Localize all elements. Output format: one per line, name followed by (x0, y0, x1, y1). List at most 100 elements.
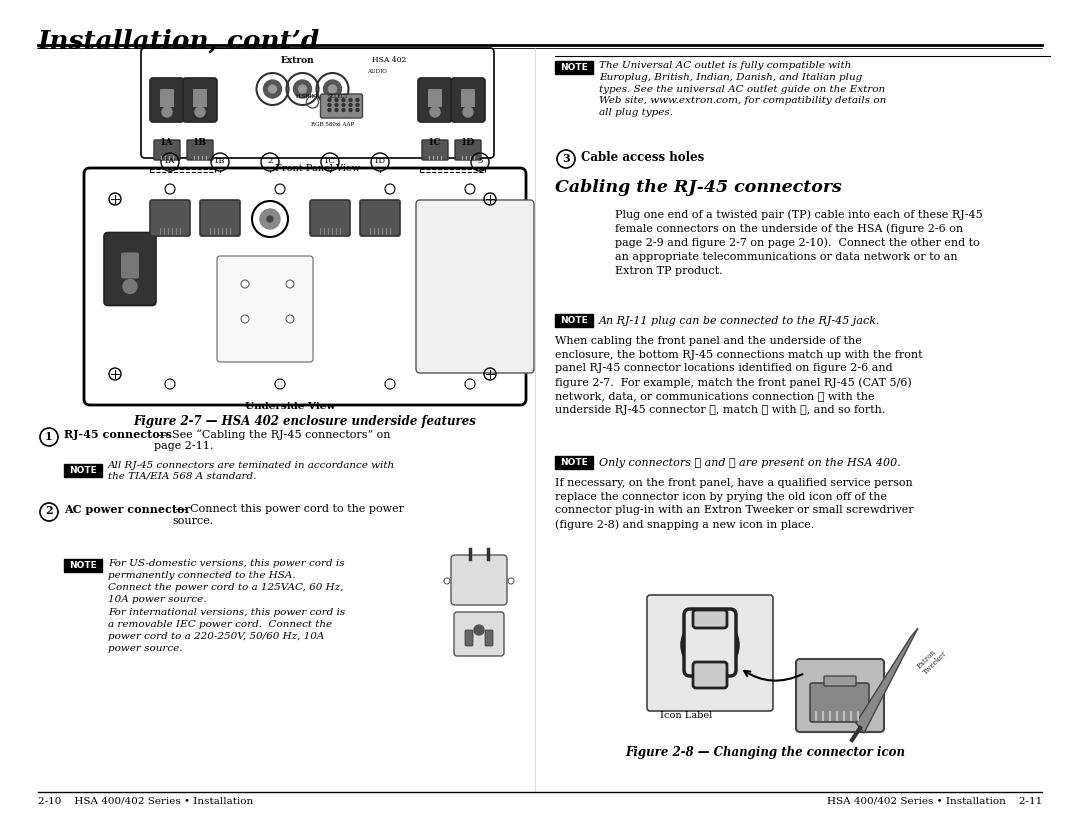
Circle shape (195, 107, 205, 117)
Text: The Universal AC outlet is fully compatible with
Europlug, British, Indian, Dani: The Universal AC outlet is fully compati… (599, 61, 887, 118)
FancyBboxPatch shape (454, 612, 504, 656)
Text: Extron: Extron (281, 56, 314, 65)
FancyBboxPatch shape (193, 89, 207, 107)
FancyBboxPatch shape (150, 200, 190, 236)
FancyBboxPatch shape (465, 630, 473, 646)
FancyBboxPatch shape (428, 89, 442, 107)
Circle shape (335, 103, 338, 107)
Circle shape (342, 98, 345, 102)
Text: NOTE: NOTE (561, 63, 588, 72)
Circle shape (328, 85, 337, 93)
FancyBboxPatch shape (321, 94, 363, 118)
Circle shape (430, 107, 440, 117)
FancyBboxPatch shape (471, 253, 489, 279)
Text: SELECT: SELECT (327, 94, 348, 99)
FancyBboxPatch shape (810, 683, 869, 722)
FancyBboxPatch shape (696, 620, 725, 661)
FancyBboxPatch shape (693, 610, 727, 628)
Text: An RJ-11 plug can be connected to the RJ-45 jack.: An RJ-11 plug can be connected to the RJ… (599, 315, 880, 325)
Text: Installation, cont’d: Installation, cont’d (38, 29, 321, 54)
Text: 1B: 1B (193, 138, 207, 147)
Text: Cable access holes: Cable access holes (581, 151, 704, 164)
Circle shape (267, 216, 273, 222)
Text: 3: 3 (562, 153, 570, 163)
Text: 1A: 1A (160, 138, 174, 147)
Circle shape (328, 103, 330, 107)
Text: Cabling the RJ-45 connectors: Cabling the RJ-45 connectors (555, 179, 841, 196)
FancyBboxPatch shape (418, 78, 453, 122)
Circle shape (335, 98, 338, 102)
Text: Plug one end of a twisted pair (TP) cable into each of these RJ-45
female connec: Plug one end of a twisted pair (TP) cabl… (615, 209, 983, 275)
FancyBboxPatch shape (684, 614, 735, 672)
Circle shape (335, 108, 338, 112)
FancyBboxPatch shape (454, 233, 507, 305)
FancyBboxPatch shape (455, 140, 481, 160)
Circle shape (356, 103, 359, 107)
Bar (555, 314, 593, 327)
Text: — See “Cabling the RJ-45 connectors” on
page 2-11.: — See “Cabling the RJ-45 connectors” on … (154, 429, 391, 451)
Bar (555, 61, 593, 74)
Text: Figure 2-8 — Changing the connector icon: Figure 2-8 — Changing the connector icon (625, 746, 905, 759)
Text: 1D: 1D (461, 138, 475, 147)
Text: Only connectors Ⓢ and Ⓡ are present on the HSA 400.: Only connectors Ⓢ and Ⓡ are present on t… (599, 458, 901, 468)
Circle shape (342, 103, 345, 107)
Circle shape (349, 103, 352, 107)
Text: 1D: 1D (374, 157, 386, 165)
Circle shape (260, 209, 280, 229)
FancyBboxPatch shape (183, 78, 217, 122)
Text: 1C: 1C (429, 138, 442, 147)
Text: NOTE: NOTE (561, 458, 588, 467)
Text: 2: 2 (268, 157, 272, 165)
FancyBboxPatch shape (84, 168, 526, 405)
Text: 2-10    HSA 400/402 Series • Installation: 2-10 HSA 400/402 Series • Installation (38, 796, 253, 805)
Text: Extron
Tweeker: Extron Tweeker (915, 643, 948, 676)
FancyBboxPatch shape (160, 89, 174, 107)
Text: Front Panel View: Front Panel View (275, 164, 360, 173)
Circle shape (328, 98, 330, 102)
FancyBboxPatch shape (360, 200, 400, 236)
Text: All RJ-45 connectors are teminated in accordance with
the TIA/EIA 568 A standard: All RJ-45 connectors are teminated in ac… (108, 461, 395, 480)
Text: Underside View: Underside View (245, 402, 335, 411)
FancyBboxPatch shape (485, 630, 492, 646)
FancyBboxPatch shape (187, 140, 213, 160)
Text: 3: 3 (477, 157, 483, 165)
FancyBboxPatch shape (693, 662, 727, 688)
FancyBboxPatch shape (200, 200, 240, 236)
FancyBboxPatch shape (451, 555, 507, 605)
Circle shape (324, 80, 341, 98)
Polygon shape (856, 628, 918, 733)
FancyBboxPatch shape (461, 89, 475, 107)
Text: AC power connector: AC power connector (64, 504, 190, 515)
Text: AUDIO: AUDIO (367, 69, 388, 74)
FancyBboxPatch shape (141, 48, 494, 158)
Text: RGB 580xi AAP: RGB 580xi AAP (311, 122, 354, 127)
FancyBboxPatch shape (647, 595, 773, 711)
FancyBboxPatch shape (451, 78, 485, 122)
Text: HSA 402: HSA 402 (373, 56, 407, 64)
Text: If necessary, on the front panel, have a qualified service person
replace the co: If necessary, on the front panel, have a… (555, 478, 914, 530)
Circle shape (349, 108, 352, 112)
Text: Icon Label: Icon Label (660, 711, 712, 720)
Circle shape (356, 98, 359, 102)
Circle shape (294, 80, 311, 98)
FancyBboxPatch shape (684, 609, 735, 676)
FancyBboxPatch shape (104, 233, 156, 305)
Text: 1: 1 (45, 430, 53, 441)
Circle shape (123, 279, 137, 294)
FancyBboxPatch shape (310, 200, 350, 236)
Circle shape (356, 108, 359, 112)
Circle shape (298, 85, 307, 93)
Text: Figure 2-7 — HSA 402 enclosure underside features: Figure 2-7 — HSA 402 enclosure underside… (134, 415, 476, 428)
Circle shape (269, 85, 276, 93)
Circle shape (474, 625, 484, 635)
FancyBboxPatch shape (150, 78, 184, 122)
FancyBboxPatch shape (796, 659, 885, 732)
Text: HSA 400/402 Series • Installation    2-11: HSA 400/402 Series • Installation 2-11 (827, 796, 1042, 805)
FancyBboxPatch shape (217, 256, 313, 362)
FancyBboxPatch shape (416, 200, 534, 373)
FancyBboxPatch shape (824, 676, 856, 686)
Text: NOTE: NOTE (69, 466, 97, 475)
Circle shape (264, 80, 282, 98)
Circle shape (463, 107, 473, 117)
Text: For US-domestic versions, this power cord is
permanently connected to the HSA.
C: For US-domestic versions, this power cor… (108, 559, 346, 653)
